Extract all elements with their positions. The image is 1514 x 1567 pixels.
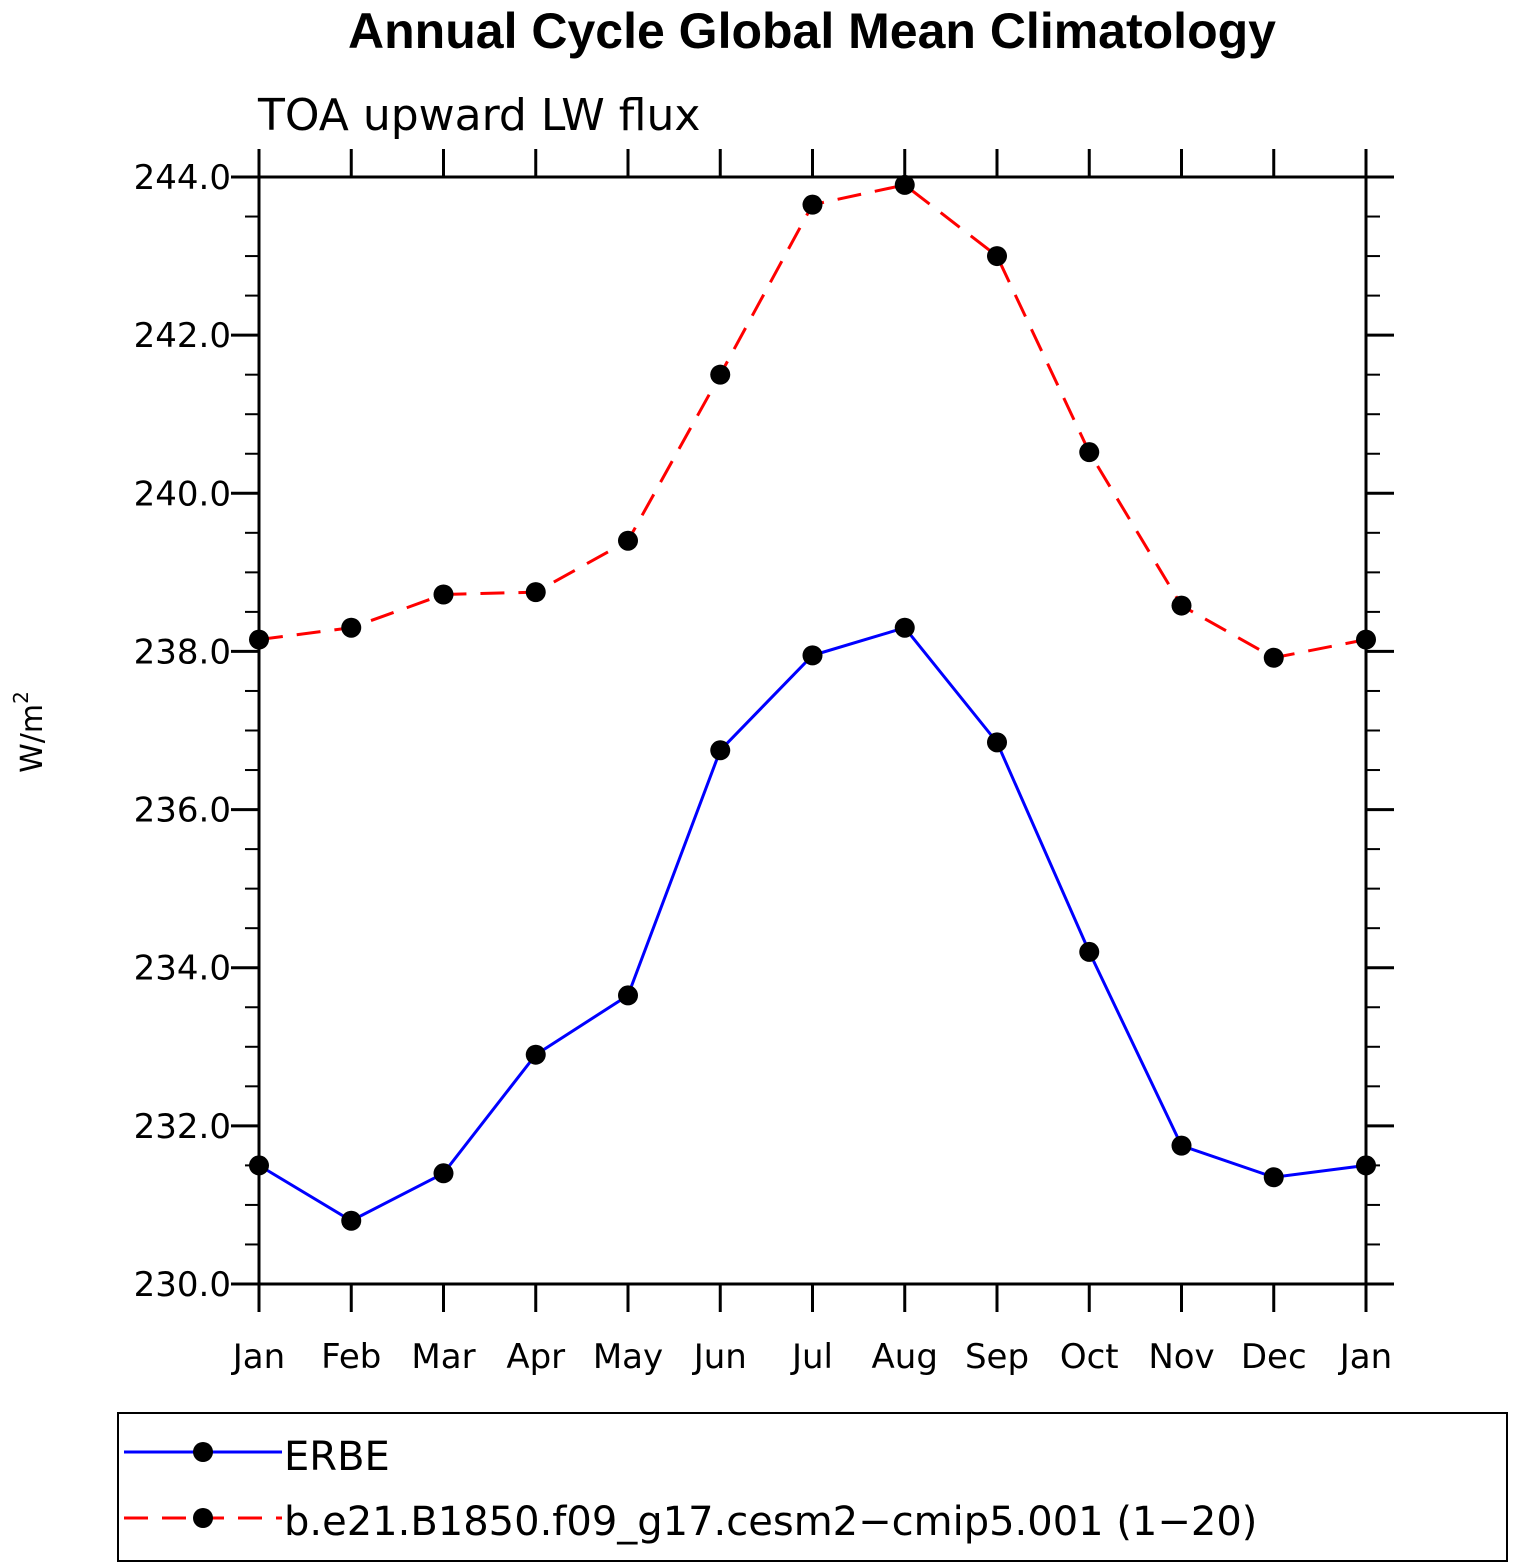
data-point: [1079, 442, 1100, 463]
data-point: [618, 985, 638, 1006]
legend-marker-cesm2: [193, 1508, 213, 1528]
chart-title: Annual Cycle Global Mean Climatology: [348, 3, 1276, 59]
x-tick-label: Jan: [1338, 1337, 1392, 1377]
legend: ERBE b.e21.B1850.f09_g17.cesm2−cmip5.001…: [117, 1412, 1508, 1562]
data-point: [1171, 595, 1192, 616]
legend-label-erbe: ERBE: [284, 1434, 390, 1480]
y-axis-label-exponent: 2: [9, 691, 33, 704]
y-tick-label: 232.0: [134, 1107, 231, 1147]
data-point: [1356, 1155, 1376, 1176]
series-line-cesm2: [258, 183, 1367, 660]
data-point: [710, 740, 731, 761]
data-point: [987, 732, 1007, 753]
x-tick-label: Feb: [321, 1337, 381, 1377]
y-tick-label: 240.0: [134, 474, 231, 514]
axis-ticks: [231, 149, 1394, 1312]
y-tick-label: 236.0: [134, 791, 231, 831]
x-tick-label: Sep: [965, 1337, 1029, 1377]
y-axis-label: W/m2: [9, 691, 50, 773]
data-point: [433, 1163, 454, 1184]
data-point: [802, 194, 823, 215]
legend-box: [117, 1412, 1508, 1562]
series-markers: [249, 174, 1376, 1231]
series-line-erbe: [258, 625, 1367, 1223]
x-tick-label: Aug: [872, 1337, 938, 1377]
data-point: [802, 645, 823, 666]
data-point: [525, 582, 546, 603]
legend-marker-erbe: [193, 1442, 213, 1462]
x-tick-label: May: [593, 1337, 663, 1377]
data-point: [618, 530, 638, 551]
data-point: [1079, 941, 1100, 962]
x-tick-label: Jul: [790, 1337, 833, 1377]
data-point: [1356, 629, 1376, 650]
chart-subtitle: TOA upward LW flux: [257, 90, 700, 141]
data-point: [987, 246, 1007, 267]
data-point: [249, 629, 269, 650]
data-point: [1171, 1135, 1192, 1156]
plot-frame: [257, 175, 1368, 1286]
y-tick-label: 242.0: [134, 316, 231, 356]
x-tick-label: Dec: [1241, 1337, 1307, 1377]
y-axis-label-unit: W/m: [15, 704, 50, 773]
y-tick-label: 238.0: [134, 632, 231, 672]
data-point: [341, 1210, 362, 1231]
x-tick-label: Oct: [1060, 1337, 1119, 1377]
x-tick-label: Jun: [692, 1337, 747, 1377]
data-point: [341, 617, 362, 638]
data-point: [433, 584, 454, 605]
data-point: [1263, 1167, 1284, 1188]
x-tick-label: Mar: [411, 1337, 475, 1377]
series-lines: [258, 183, 1367, 1223]
x-tick-label: Jan: [231, 1337, 285, 1377]
y-tick-label: 244.0: [134, 158, 231, 198]
y-tick-labels: 230.0 232.0 234.0 236.0 238.0 240.0 242.0 244.0: [134, 158, 231, 1305]
x-tick-labels: Jan Feb Mar Apr May Jun Jul Aug Sep Oct Nov Dec Jan: [231, 1337, 1392, 1377]
y-tick-label: 234.0: [134, 949, 231, 989]
data-point: [1263, 647, 1284, 668]
x-tick-label: Nov: [1148, 1337, 1214, 1377]
y-tick-label: 230.0: [134, 1265, 231, 1305]
data-point: [894, 174, 915, 195]
data-point: [894, 617, 915, 638]
data-point: [525, 1044, 546, 1065]
x-tick-label: Apr: [506, 1337, 565, 1377]
legend-label-cesm2: b.e21.B1850.f09_g17.cesm2−cmip5.001 (1−2…: [284, 1499, 1257, 1545]
data-point: [249, 1155, 269, 1176]
data-point: [710, 364, 731, 385]
